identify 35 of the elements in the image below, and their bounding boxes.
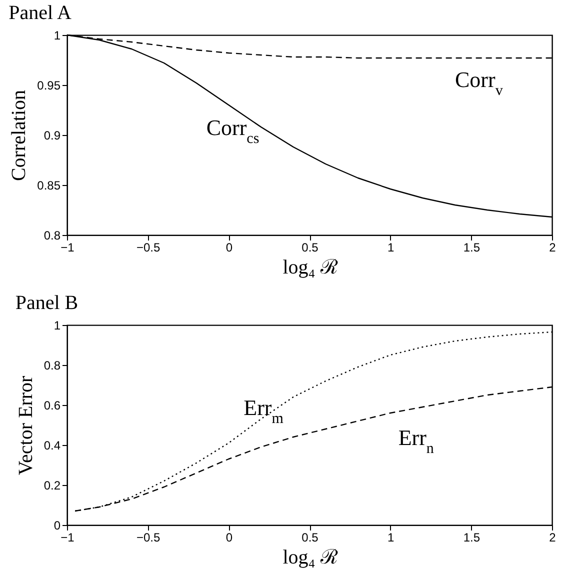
x-tick-label: 0 [226,530,233,544]
y-tick-label: 1 [54,28,61,42]
x-axis-title: log₄ ℛ [282,256,338,278]
y-axis-title: Correlation [8,90,30,182]
x-tick-label: 2 [549,240,556,254]
x-axis-title: log₄ ℛ [282,546,338,568]
y-tick-label: 0.4 [44,438,61,452]
x-tick-label: −0.5 [136,530,160,544]
x-tick-label: 1.5 [463,530,480,544]
series-label: Err$_{n}$ [398,425,434,457]
series-label: Err$_{m}$ [244,395,284,427]
y-tick-label: 1 [54,318,61,332]
y-tick-label: 0.85 [37,178,61,192]
x-tick-label: 1 [387,530,394,544]
x-tick-label: 0.5 [302,240,319,254]
x-tick-label: −1 [60,240,75,254]
y-tick-label: 0.2 [44,478,61,492]
y-tick-label: 0.6 [44,398,61,412]
x-tick-label: 1 [387,240,394,254]
x-tick-label: 1.5 [463,240,480,254]
y-axis-title: Vector Error [14,375,37,476]
x-tick-label: −0.5 [136,240,160,254]
x-tick-label: 2 [549,530,556,544]
y-tick-label: 0.95 [37,78,61,92]
x-tick-label: 0.5 [302,530,319,544]
y-tick-label: 0.8 [44,358,61,372]
chart-title: Panel B [15,292,78,314]
x-tick-label: −1 [60,530,75,544]
series-label: Corr$_{v}$ [455,67,504,99]
x-tick-label: 0 [226,240,233,254]
y-tick-label: 0 [54,518,61,532]
y-tick-label: 0.9 [44,128,61,142]
series-label: Corr$_{cs}$ [206,115,260,147]
chart-title: Panel A [8,2,72,24]
y-tick-label: 0.8 [44,228,61,242]
